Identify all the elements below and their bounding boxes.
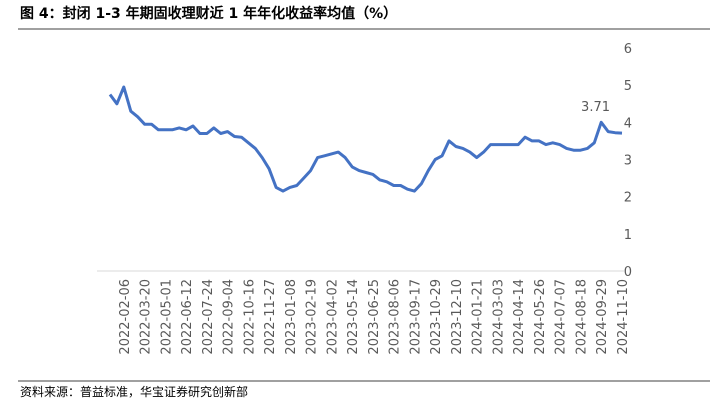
x-tick-label: 2022-02-06 [118,279,133,355]
x-tick-label: 2024-09-29 [595,279,610,355]
x-tick-label: 2022-07-24 [201,279,216,355]
data-label: 3.71 [581,100,610,115]
x-tick-label: 2024-04-14 [512,279,527,355]
y-tick-label: 2 [624,191,632,206]
x-tick-label: 2023-06-25 [367,279,382,355]
y-tick-label: 4 [624,116,632,131]
x-tick-label: 2023-04-02 [325,279,340,355]
y-tick-label: 1 [624,228,632,243]
x-tick-label: 2024-08-18 [574,279,589,355]
x-tick-label: 2023-02-19 [305,279,320,355]
x-tick-label: 2022-03-20 [139,279,154,355]
y-tick-label: 3 [624,154,632,169]
y-tick-label: 0 [624,265,632,280]
y-tick-label: 5 [624,79,632,94]
y-tick-label: 6 [624,42,632,57]
x-tick-label: 2023-01-08 [284,279,299,355]
x-tick-label: 2022-10-16 [242,279,257,355]
x-tick-label: 2022-06-12 [180,279,195,355]
x-tick-label: 2024-11-10 [616,279,631,355]
line-series [108,85,623,193]
x-tick-label: 2024-01-21 [471,279,486,355]
x-tick-label: 2023-08-06 [388,279,403,355]
source-note: 资料来源：普益标准，华宝证券研究创新部 [20,384,248,399]
x-tick-label: 2022-05-01 [159,279,174,355]
x-tick-label: 2022-11-27 [263,279,278,355]
x-tick-label: 2023-05-14 [346,279,361,355]
x-tick-label: 2023-10-29 [429,279,444,355]
x-tick-label: 2023-09-17 [408,279,423,355]
x-tick-label: 2022-09-04 [222,279,237,355]
x-tick-label: 2024-07-07 [554,279,569,355]
x-tick-label: 2023-12-10 [450,279,465,355]
chart-title: 图 4：封闭 1-3 年期固收理财近 1 年年化收益率均值（%） [20,5,397,22]
x-tick-label: 2024-05-26 [533,279,548,355]
x-tick-label: 2024-03-03 [491,279,506,355]
